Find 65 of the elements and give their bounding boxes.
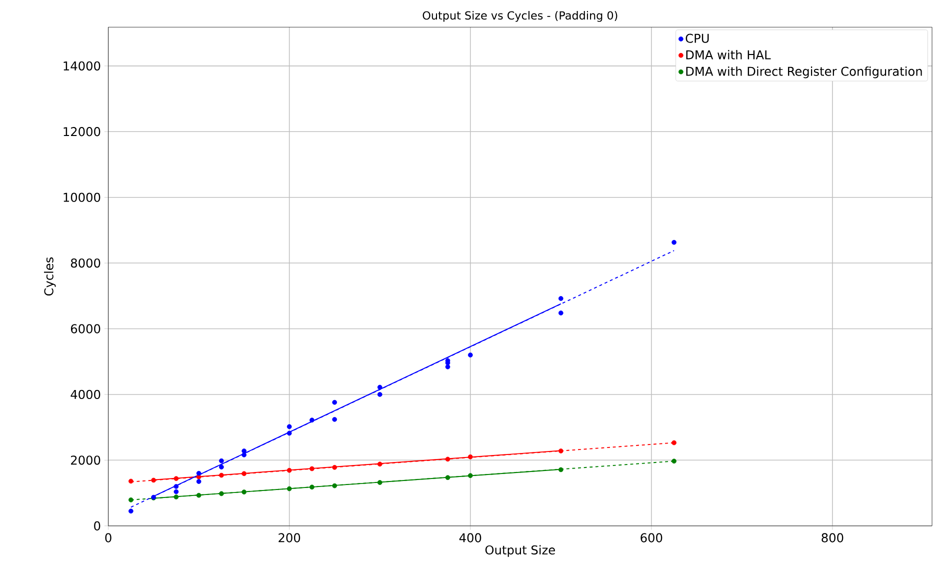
point (174, 489, 179, 494)
point (219, 472, 224, 478)
point (377, 462, 382, 467)
legend-label: DMA with Direct Register Configuration (686, 66, 922, 78)
point (219, 464, 224, 470)
point (468, 454, 473, 460)
point (445, 364, 450, 370)
x-tick-label: 400 (459, 533, 482, 542)
point (332, 400, 338, 405)
point (310, 466, 314, 472)
point (286, 430, 292, 436)
point (332, 484, 338, 488)
point (128, 478, 134, 484)
point (310, 484, 314, 490)
point (558, 296, 564, 302)
point (445, 456, 450, 462)
y-tick-label: 14000 (64, 61, 100, 71)
y-tick-label: 12000 (64, 127, 100, 136)
point (242, 490, 246, 495)
y-tick-label: 2000 (71, 456, 100, 465)
y-tick-label: 4000 (70, 390, 100, 400)
point (196, 479, 202, 484)
point (286, 424, 292, 430)
point (219, 491, 224, 496)
point (558, 467, 564, 472)
x-tick-label: 600 (640, 533, 662, 542)
y-tick-label: 0 (94, 521, 100, 531)
point (672, 240, 676, 245)
x-tick-label: 0 (105, 533, 112, 542)
point (558, 448, 564, 454)
point (558, 310, 564, 316)
point (672, 440, 676, 446)
point (377, 480, 382, 486)
point (332, 465, 338, 470)
point (174, 484, 179, 490)
y-tick-label: 10000 (64, 192, 100, 202)
point (174, 476, 179, 482)
point (672, 458, 676, 464)
chart-title: Output Size vs Cycles - (Padding 0) (422, 11, 618, 22)
point (219, 458, 224, 464)
point (151, 478, 156, 483)
point (468, 473, 473, 478)
point (468, 352, 473, 358)
point (332, 417, 338, 422)
x-axis-title: Output Size (485, 545, 555, 558)
point (445, 475, 450, 480)
x-tick-label: 800 (822, 533, 844, 542)
point (242, 452, 246, 458)
point (377, 384, 382, 390)
legend-label: DMA with HAL (686, 50, 771, 60)
point (174, 494, 179, 500)
point (196, 493, 202, 498)
legend-label: CPU (686, 34, 709, 44)
point (286, 468, 292, 473)
y-axis-title: Cycles (44, 258, 56, 296)
y-tick-label: 6000 (70, 324, 100, 334)
point (377, 392, 382, 398)
point (196, 471, 202, 476)
point (128, 508, 134, 514)
point (286, 486, 292, 492)
point (242, 471, 246, 476)
point (128, 498, 134, 502)
x-tick-label: 200 (278, 533, 300, 542)
point (310, 418, 314, 423)
y-tick-label: 8000 (70, 258, 100, 268)
